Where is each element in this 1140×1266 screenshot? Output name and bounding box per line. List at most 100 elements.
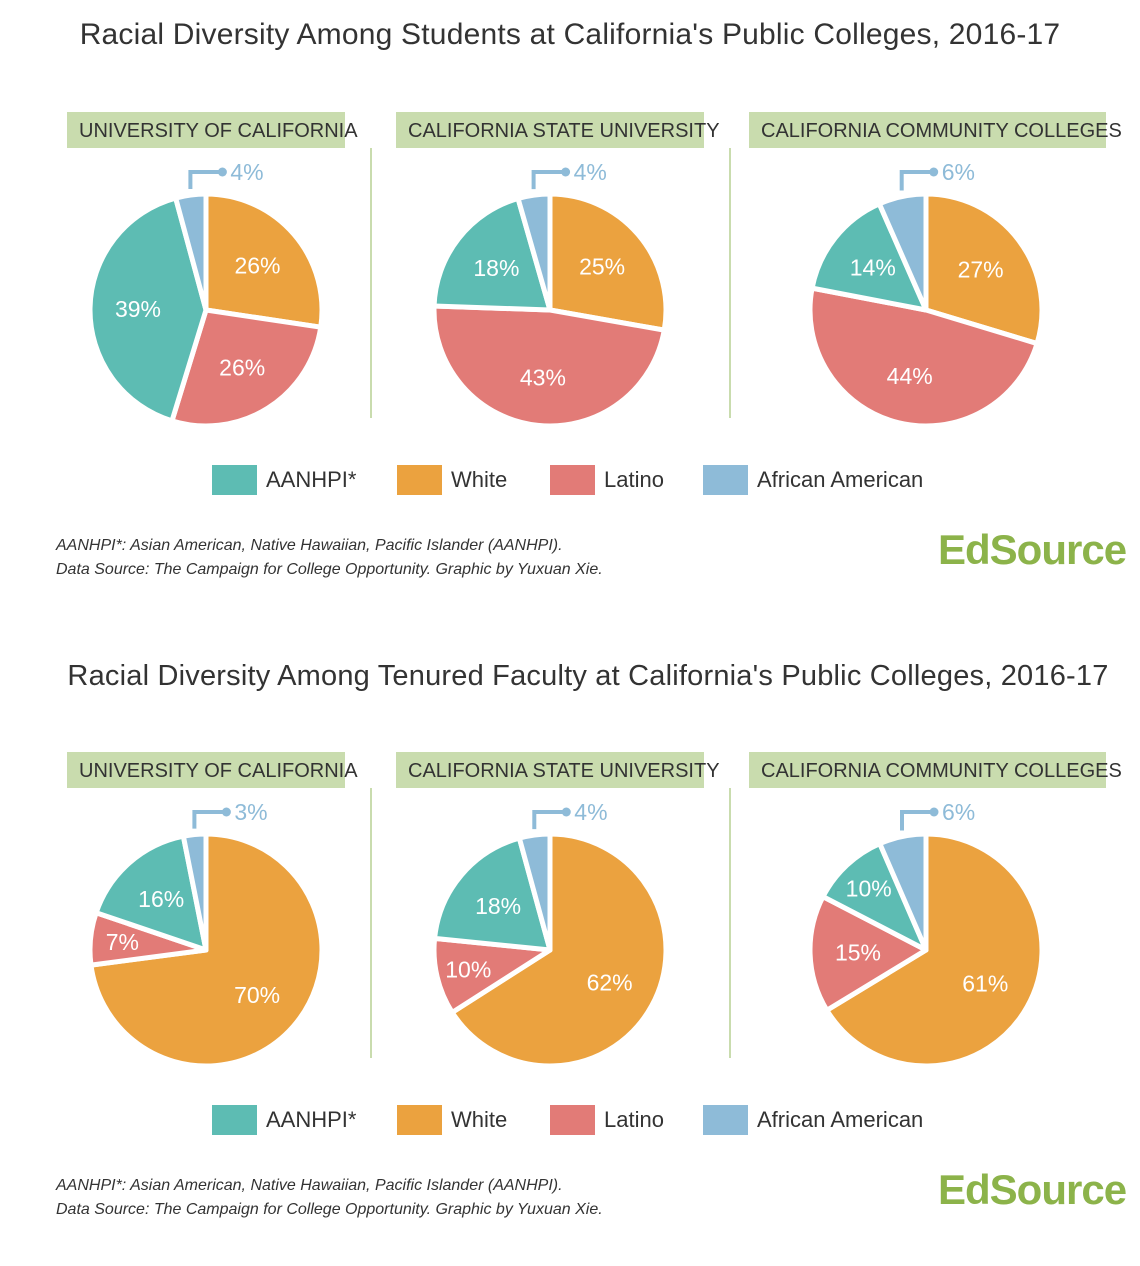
callout-dot bbox=[217, 167, 227, 177]
pie-slice-latino bbox=[431, 303, 667, 429]
pie-slice-latino bbox=[807, 894, 929, 1013]
students-chart-title: Racial Diversity Among Students at Calif… bbox=[79, 18, 1061, 51]
data-label-african-american: 4% bbox=[574, 799, 607, 825]
pie-slice-latino bbox=[807, 285, 1040, 429]
callout-leader bbox=[899, 170, 932, 191]
edsource-logo: EdSource bbox=[938, 1166, 1127, 1213]
faculty-pies: 70% 7% 16% 3% 62% 10% 18% 4% 61% 15% 10% 6% bbox=[87, 799, 1045, 1069]
csu-students-chart: CALIFORNIA STATE UNIVERSITY bbox=[396, 112, 720, 148]
data-label-white: 70% bbox=[234, 982, 280, 1008]
data-label-latino: 44% bbox=[887, 363, 933, 389]
note-line-2: Data Source: The Campaign for College Op… bbox=[56, 1201, 603, 1218]
pie-slice-white bbox=[923, 191, 1045, 347]
pie-slice-aanhpi bbox=[431, 195, 553, 313]
data-label-aanhpi: 18% bbox=[473, 255, 519, 281]
callout-dot bbox=[561, 807, 571, 817]
legend-swatch-aanhpi bbox=[212, 465, 257, 495]
data-label-aanhpi: 14% bbox=[850, 255, 896, 281]
csu-students-header: CALIFORNIA STATE UNIVERSITY bbox=[396, 112, 720, 148]
uc-students-chart: UNIVERSITY OF CALIFORNIA bbox=[67, 112, 358, 148]
ccc-students-chart: CALIFORNIA COMMUNITY COLLEGES bbox=[749, 112, 1122, 148]
callout-leader bbox=[900, 810, 932, 831]
uc-faculty-header: UNIVERSITY OF CALIFORNIA bbox=[67, 752, 358, 788]
data-label-african-american: 6% bbox=[942, 799, 975, 825]
legend-label-latino: Latino bbox=[604, 467, 664, 492]
callout-leader bbox=[532, 810, 565, 830]
pie-slice-african-american bbox=[515, 191, 553, 313]
pie-slice-african-american bbox=[877, 831, 929, 953]
data-label-aanhpi: 18% bbox=[475, 893, 521, 919]
pie-slice-african-american bbox=[180, 831, 209, 953]
students-pies: 26% 26% 39% 4% 25% 43% 18% 4% 27% 44% 14% 6% bbox=[87, 159, 1045, 429]
pie-slice-african-american bbox=[876, 191, 929, 313]
faculty-panel: Racial Diversity Among Tenured Faculty a… bbox=[0, 640, 1140, 1266]
legend-swatch-african-american bbox=[703, 1105, 748, 1135]
data-label-aanhpi: 39% bbox=[115, 296, 161, 322]
callout-dot bbox=[929, 167, 939, 177]
data-label-white: 25% bbox=[579, 253, 625, 279]
note-line-2: Data Source: The Campaign for College Op… bbox=[56, 561, 603, 578]
legend-label-african-american: African American bbox=[757, 467, 924, 492]
data-label-african-american: 4% bbox=[574, 159, 607, 185]
uc-students-header: UNIVERSITY OF CALIFORNIA bbox=[67, 112, 358, 148]
legend-swatch-latino bbox=[550, 465, 595, 495]
legend-label-aanhpi: AANHPI* bbox=[266, 1107, 357, 1132]
pie-slice-latino bbox=[169, 307, 324, 429]
callout-leader bbox=[188, 170, 221, 189]
ccc-students-header: CALIFORNIA COMMUNITY COLLEGES bbox=[749, 112, 1122, 148]
pie-slice-african-american bbox=[516, 831, 553, 953]
legend-label-white: White bbox=[451, 1107, 508, 1132]
pie-slice-aanhpi bbox=[809, 201, 929, 313]
legend-label-latino: Latino bbox=[604, 1107, 664, 1132]
legend-swatch-white bbox=[397, 465, 442, 495]
pie-slice-aanhpi bbox=[87, 195, 209, 424]
data-label-aanhpi: 16% bbox=[138, 886, 184, 912]
ccc-faculty-chart: CALIFORNIA COMMUNITY COLLEGES bbox=[749, 752, 1122, 788]
legend-label-aanhpi: AANHPI* bbox=[266, 467, 357, 492]
chart-divider bbox=[370, 788, 372, 1058]
data-label-african-american: 3% bbox=[234, 799, 267, 825]
callout-leader bbox=[192, 810, 225, 829]
callout-leader bbox=[531, 170, 564, 190]
callout-dot bbox=[561, 167, 571, 177]
data-label-white: 26% bbox=[234, 253, 280, 279]
source-note: AANHPI*: Asian American, Native Hawaiian… bbox=[56, 534, 603, 582]
pie-slice-white bbox=[449, 831, 669, 1069]
callout-dot bbox=[221, 807, 231, 817]
chart-divider bbox=[729, 788, 731, 1058]
legend-label-white: White bbox=[451, 467, 508, 492]
callout-dot bbox=[929, 807, 939, 817]
data-label-white: 61% bbox=[962, 970, 1008, 996]
csu-faculty-header: CALIFORNIA STATE UNIVERSITY bbox=[396, 752, 720, 788]
pie-slice-white bbox=[547, 191, 669, 333]
pie-slice-white bbox=[203, 191, 325, 330]
legend-swatch-african-american bbox=[703, 465, 748, 495]
students-panel: Racial Diversity Among Students at Calif… bbox=[0, 0, 1140, 626]
chart-divider bbox=[729, 148, 731, 418]
data-label-aanhpi: 10% bbox=[846, 876, 892, 902]
data-label-latino: 10% bbox=[445, 957, 491, 983]
data-label-latino: 43% bbox=[520, 365, 566, 391]
note-line-1: AANHPI*: Asian American, Native Hawaiian… bbox=[56, 537, 563, 554]
edsource-logo: EdSource bbox=[938, 526, 1127, 573]
legend-label-african-american: African American bbox=[757, 1107, 924, 1132]
pie-slice-white bbox=[824, 831, 1045, 1069]
ccc-faculty-header: CALIFORNIA COMMUNITY COLLEGES bbox=[749, 752, 1122, 788]
data-label-african-american: 6% bbox=[942, 159, 975, 185]
data-label-latino: 26% bbox=[219, 355, 265, 381]
legend-swatch-latino bbox=[550, 1105, 595, 1135]
pie-slice-african-american bbox=[173, 191, 209, 313]
data-label-white: 27% bbox=[958, 257, 1004, 283]
pie-slice-aanhpi bbox=[93, 833, 209, 953]
csu-faculty-chart: CALIFORNIA STATE UNIVERSITY bbox=[396, 752, 720, 788]
faculty-chart-title: Racial Diversity Among Tenured Faculty a… bbox=[67, 660, 1109, 692]
chart-divider bbox=[370, 148, 372, 418]
data-label-latino: 15% bbox=[835, 939, 881, 965]
note-line-1: AANHPI*: Asian American, Native Hawaiian… bbox=[56, 1177, 563, 1194]
legend-swatch-aanhpi bbox=[212, 1105, 257, 1135]
data-label-african-american: 4% bbox=[230, 159, 263, 185]
data-label-latino: 7% bbox=[106, 929, 139, 955]
source-note: AANHPI*: Asian American, Native Hawaiian… bbox=[56, 1174, 603, 1222]
pie-slice-aanhpi bbox=[432, 835, 553, 953]
uc-faculty-chart: UNIVERSITY OF CALIFORNIA bbox=[67, 752, 358, 788]
